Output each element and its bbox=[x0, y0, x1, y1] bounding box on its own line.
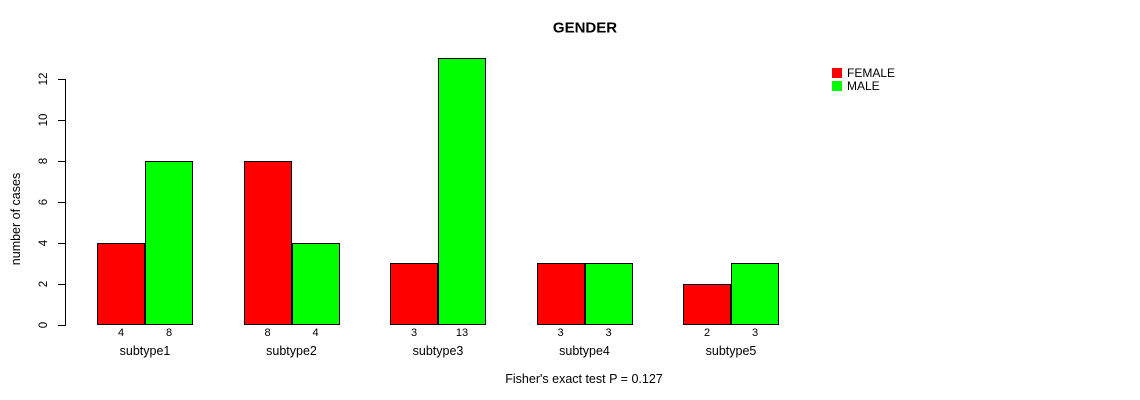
y-tick bbox=[58, 324, 65, 326]
bar-male-subtype4 bbox=[584, 263, 633, 325]
x-category-label-subtype1: subtype1 bbox=[119, 344, 171, 358]
bar-value-female-subtype3: 3 bbox=[410, 327, 418, 339]
bar-value-male-subtype1: 8 bbox=[165, 327, 173, 339]
bar-male-subtype2 bbox=[291, 242, 340, 325]
bar-value-female-subtype2: 8 bbox=[264, 327, 271, 339]
chart-title: GENDER bbox=[552, 19, 618, 37]
caption-fishers-test: Fisher's exact test P = 0.127 bbox=[505, 372, 663, 386]
y-tick-label: 2 bbox=[38, 280, 50, 287]
y-tick-label: 8 bbox=[38, 157, 50, 164]
y-tick-label: 4 bbox=[38, 239, 50, 246]
legend-label-female: FEMALE bbox=[847, 65, 896, 80]
bar-value-male-subtype2: 4 bbox=[312, 327, 319, 339]
bar-female-subtype4 bbox=[536, 263, 585, 325]
bar-value-male-subtype4: 3 bbox=[605, 327, 612, 339]
y-tick bbox=[58, 242, 65, 244]
bar-male-subtype1 bbox=[145, 160, 193, 325]
bar-female-subtype3 bbox=[390, 263, 438, 325]
bar-male-subtype5 bbox=[731, 263, 779, 325]
x-category-label-subtype4: subtype4 bbox=[559, 344, 610, 358]
bar-female-subtype2 bbox=[243, 160, 292, 325]
y-tick bbox=[58, 201, 65, 203]
y-tick bbox=[58, 78, 65, 80]
legend-swatch-male bbox=[832, 81, 842, 92]
y-tick bbox=[58, 119, 65, 121]
y-tick bbox=[58, 283, 65, 285]
legend-swatch-female bbox=[832, 67, 842, 78]
y-tick-label: 0 bbox=[38, 321, 50, 328]
legend-label-male: MALE bbox=[847, 79, 880, 94]
x-category-label-subtype5: subtype5 bbox=[705, 344, 757, 358]
y-tick-label: 12 bbox=[38, 72, 50, 85]
x-category-label-subtype3: subtype3 bbox=[412, 344, 464, 358]
bar-value-male-subtype5: 3 bbox=[751, 327, 759, 339]
y-tick-label: 10 bbox=[38, 113, 50, 126]
y-tick-label: 6 bbox=[38, 198, 50, 205]
legend-item-male: MALE bbox=[832, 79, 895, 94]
legend: FEMALE MALE bbox=[832, 66, 895, 93]
bar-value-female-subtype1: 4 bbox=[117, 327, 125, 339]
y-axis-label: number of cases bbox=[9, 172, 23, 266]
bar-value-female-subtype5: 2 bbox=[703, 327, 711, 339]
y-tick bbox=[58, 160, 65, 162]
bar-male-subtype3 bbox=[438, 58, 486, 325]
bar-female-subtype5 bbox=[683, 283, 731, 325]
x-category-label-subtype2: subtype2 bbox=[266, 344, 317, 358]
bar-value-female-subtype4: 3 bbox=[557, 327, 564, 339]
bar-value-male-subtype3: 13 bbox=[455, 327, 469, 339]
bar-female-subtype1 bbox=[97, 242, 145, 325]
legend-item-female: FEMALE bbox=[832, 66, 895, 80]
y-axis-line bbox=[65, 78, 66, 326]
